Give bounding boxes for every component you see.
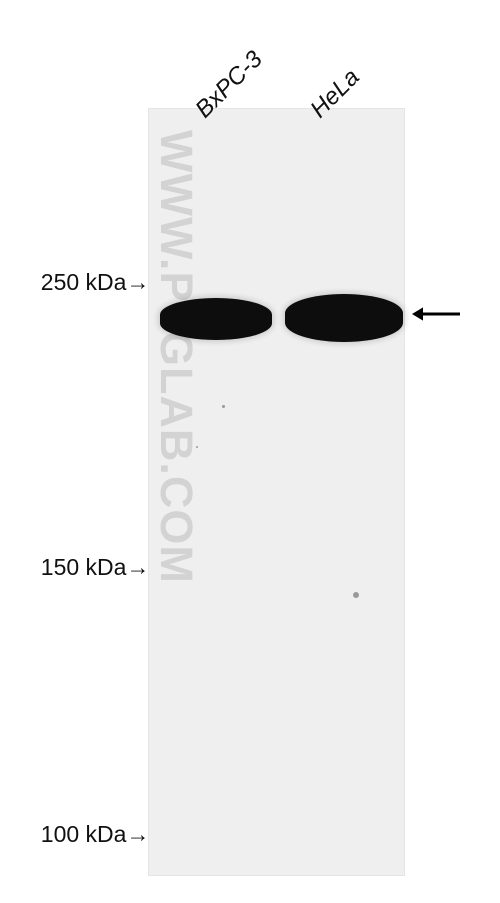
mw-marker-100: 100 kDa→ xyxy=(41,821,150,848)
figure-canvas: { "blot": { "left": 148, "top": 108, "wi… xyxy=(0,0,500,903)
blot-membrane xyxy=(148,108,405,876)
mw-marker-150: 150 kDa→ xyxy=(41,554,150,581)
band-lane-2 xyxy=(285,294,403,342)
mw-marker-250: 250 kDa→ xyxy=(41,269,150,296)
band-lane-1 xyxy=(160,298,272,340)
target-arrow-icon xyxy=(412,302,466,326)
artifact-speck xyxy=(353,592,359,598)
artifact-speck xyxy=(222,405,225,408)
